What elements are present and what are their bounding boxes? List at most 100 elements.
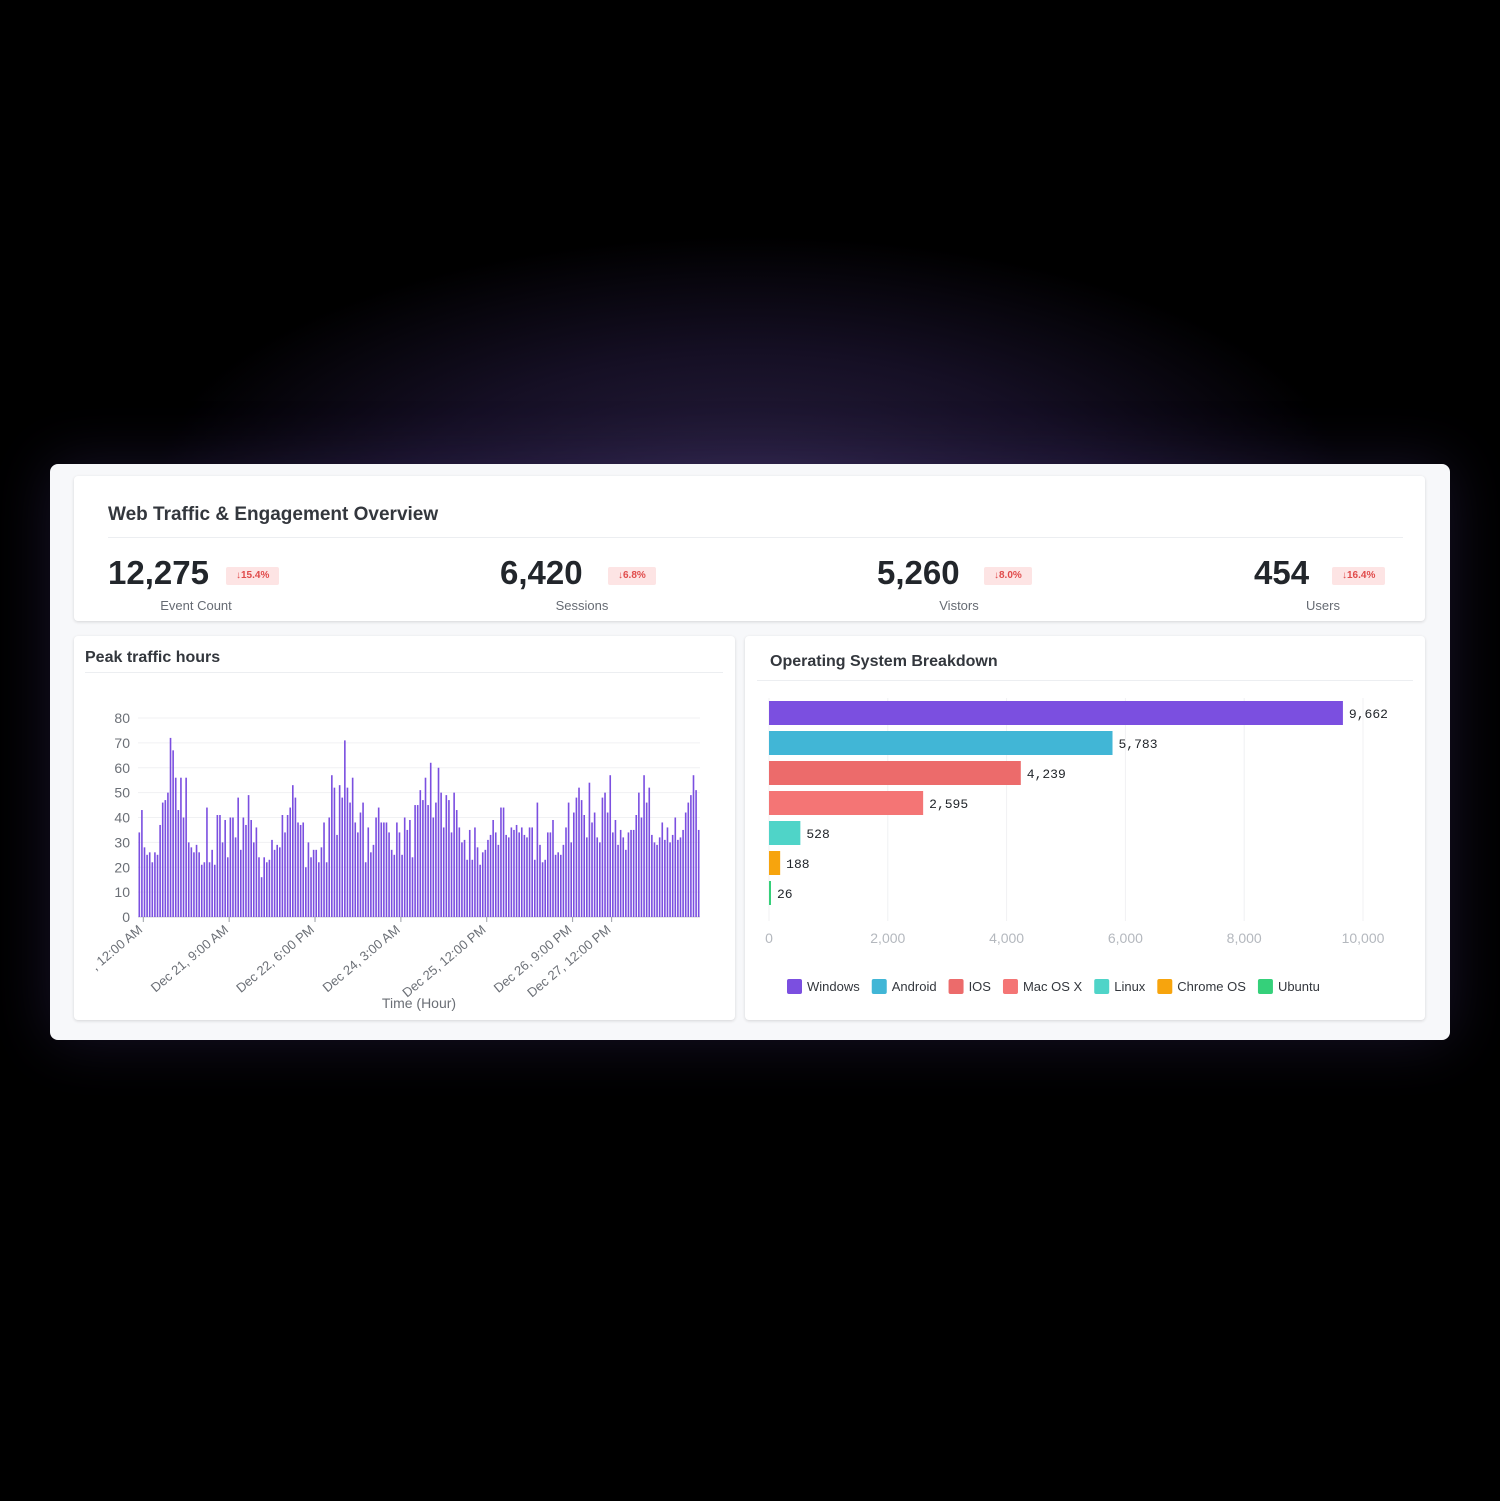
traffic-bar — [666, 827, 669, 917]
traffic-bar — [247, 795, 250, 917]
traffic-bar — [450, 832, 453, 917]
traffic-bar — [146, 854, 148, 917]
traffic-bar — [390, 849, 393, 917]
traffic-bar — [268, 859, 271, 917]
peak-traffic-card: Peak traffic hours 0 10 20 30 40 50 60 70 80 , 12… — [74, 636, 735, 1020]
os-bar — [769, 821, 801, 845]
stat-label: Event Count — [160, 598, 232, 613]
stat-value: 12,275 — [108, 554, 209, 591]
y-tick-label: 50 — [114, 785, 130, 801]
traffic-bar — [593, 812, 596, 917]
traffic-bar — [580, 800, 583, 917]
os-bar — [769, 761, 1021, 785]
traffic-bar — [284, 832, 286, 917]
traffic-bar — [211, 849, 213, 917]
traffic-bar — [687, 802, 690, 917]
traffic-bar — [427, 805, 429, 917]
traffic-bar — [591, 822, 593, 917]
legend-label: Chrome OS — [1177, 979, 1246, 994]
y-tick-label: 80 — [114, 710, 130, 726]
traffic-bar — [148, 852, 151, 917]
traffic-bar — [674, 817, 677, 917]
traffic-bar — [331, 775, 333, 917]
x-tick-label: 0 — [765, 930, 773, 946]
legend-swatch — [1094, 979, 1110, 994]
os-breakdown-title: Operating System Breakdown — [770, 653, 998, 670]
legend-label: Mac OS X — [1023, 979, 1083, 994]
traffic-bar — [351, 777, 354, 917]
traffic-bar — [393, 854, 396, 917]
legend-label: Android — [892, 979, 937, 994]
traffic-bar — [336, 834, 338, 917]
stat-value: 5,260 — [877, 554, 960, 591]
traffic-bar — [471, 859, 474, 917]
traffic-bar — [453, 792, 455, 917]
traffic-bar — [448, 800, 450, 917]
x-tick-label: Dec 25, 12:00 PM — [399, 922, 488, 1000]
traffic-bar — [177, 810, 180, 917]
peak-traffic-title: Peak traffic hours — [85, 649, 221, 666]
traffic-bar — [513, 829, 515, 917]
traffic-bar — [677, 839, 679, 917]
traffic-bar — [372, 844, 375, 917]
stat-label: Sessions — [555, 598, 609, 613]
legend-swatch — [1257, 979, 1273, 994]
traffic-bar — [562, 844, 565, 917]
x-tick-label: 2,000 — [870, 930, 905, 946]
traffic-bar — [648, 787, 651, 917]
traffic-bar — [362, 802, 364, 917]
traffic-bar — [315, 849, 318, 917]
traffic-bar — [557, 852, 560, 917]
traffic-bar — [463, 839, 466, 917]
os-breakdown-card: Operating System Breakdown 0 2,000 4,000 6,… — [745, 636, 1425, 1020]
traffic-bar — [385, 822, 388, 917]
traffic-bar — [609, 775, 612, 917]
traffic-bar — [401, 854, 403, 917]
traffic-bar — [487, 839, 489, 917]
traffic-bar — [138, 832, 141, 917]
traffic-bar — [510, 827, 513, 917]
traffic-bar — [367, 827, 370, 917]
legend-swatch — [1157, 979, 1173, 994]
traffic-bar — [180, 777, 182, 917]
traffic-bar — [286, 815, 289, 917]
traffic-bar — [409, 819, 411, 917]
traffic-bar — [643, 775, 645, 917]
traffic-bar — [239, 849, 242, 917]
traffic-bar — [344, 740, 346, 917]
y-tick-label: 40 — [114, 810, 130, 826]
traffic-bar — [182, 817, 185, 917]
stat-label: Users — [1306, 598, 1340, 613]
traffic-bar — [466, 859, 468, 917]
stat-change-badge: ↓16.4% — [1332, 567, 1386, 585]
os-bar-value-label: 188 — [786, 857, 809, 872]
traffic-bar — [224, 819, 226, 917]
traffic-bar — [559, 854, 562, 917]
traffic-bar — [671, 834, 674, 917]
traffic-bar — [370, 852, 372, 917]
traffic-bar — [461, 842, 463, 917]
traffic-bar — [596, 837, 599, 917]
traffic-bar — [601, 797, 604, 917]
x-tick-label: Dec 21, 9:00 AM — [148, 922, 231, 995]
traffic-bar — [203, 862, 206, 917]
traffic-bar — [307, 842, 310, 917]
traffic-bar — [575, 797, 578, 917]
stat-label: Vistors — [939, 598, 979, 613]
traffic-bar — [237, 797, 239, 917]
traffic-bar — [414, 805, 416, 917]
traffic-bar — [651, 834, 653, 917]
traffic-bar — [260, 877, 263, 917]
traffic-bar — [531, 827, 533, 917]
traffic-bar — [263, 857, 265, 917]
traffic-bar — [606, 812, 609, 917]
traffic-bar — [349, 802, 351, 917]
traffic-bar — [297, 822, 299, 917]
traffic-bar — [292, 785, 294, 917]
traffic-bar — [312, 849, 315, 917]
traffic-bar — [195, 844, 198, 917]
traffic-bar — [479, 864, 481, 917]
traffic-bar — [200, 864, 203, 917]
traffic-bar — [599, 842, 601, 917]
os-bar-value-label: 26 — [777, 887, 793, 902]
